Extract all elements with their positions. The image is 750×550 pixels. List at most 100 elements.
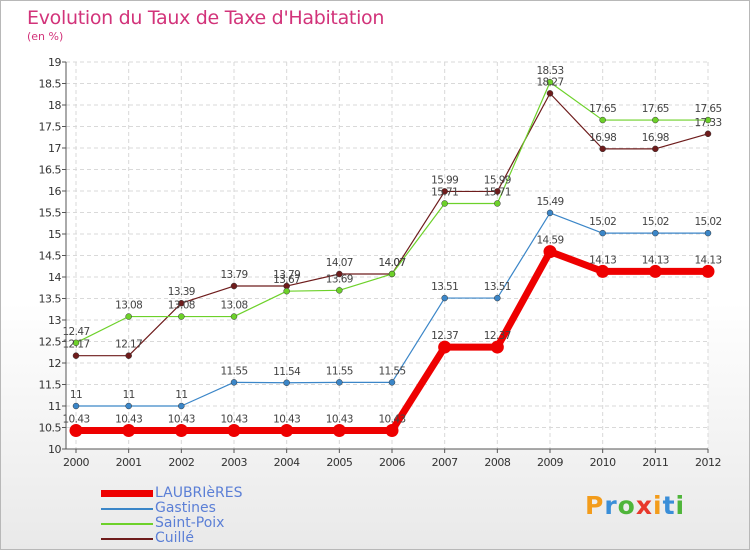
data-point: [596, 264, 610, 278]
data-point: [125, 352, 132, 359]
data-label: 10.43: [378, 414, 405, 426]
data-point: [230, 313, 238, 320]
data-label: 13.08: [220, 300, 247, 312]
data-point: [648, 264, 662, 278]
logo-letter: P: [585, 491, 605, 520]
data-point: [178, 402, 185, 410]
data-point: [72, 339, 80, 347]
data-label: 17.65: [642, 103, 669, 115]
data-point: [336, 379, 343, 386]
data-label: 11: [123, 389, 135, 401]
data-point: [704, 130, 712, 138]
x-tick-label: 2012: [695, 456, 721, 469]
data-label: 17.65: [589, 103, 616, 115]
data-label: 17.65: [694, 103, 721, 115]
data-label: 15.02: [694, 216, 721, 228]
data-point: [652, 229, 659, 237]
data-label: 10.43: [326, 414, 353, 426]
data-point: [332, 424, 346, 438]
data-label: 15.71: [431, 186, 458, 198]
data-point: [441, 200, 448, 207]
data-point: [69, 424, 83, 438]
x-tick-label: 2005: [326, 456, 352, 469]
data-label: 13.39: [168, 286, 195, 298]
data-label: 14.13: [642, 254, 669, 266]
y-tick-label: 13.5: [39, 293, 62, 306]
data-label: 13.51: [484, 281, 511, 293]
data-label: 12.47: [62, 326, 89, 338]
legend-label: Cuillé: [155, 530, 194, 546]
data-point: [546, 209, 554, 217]
data-point: [599, 116, 606, 124]
legend-item: Saint-Poix: [101, 516, 242, 531]
y-tick-label: 12: [48, 357, 61, 370]
data-label: 15.99: [484, 174, 511, 186]
data-label: 13.67: [273, 274, 300, 286]
data-label: 13.79: [220, 269, 247, 281]
legend-swatch: [101, 507, 153, 510]
data-point: [283, 379, 290, 387]
data-label: 10.43: [115, 414, 142, 426]
data-point: [543, 245, 557, 259]
y-tick-label: 14: [48, 271, 61, 284]
data-label: 18.53: [536, 65, 563, 77]
data-point: [125, 313, 132, 320]
data-label: 12.37: [431, 330, 458, 342]
data-point: [336, 270, 343, 278]
chart-title: Evolution du Taux de Taxe d'Habitation: [27, 7, 385, 29]
logo-letter: r: [604, 491, 618, 520]
unit-label: (en %): [27, 30, 64, 43]
x-tick-label: 2008: [484, 456, 510, 469]
legend: LAUBRIèRES Gastines Saint-Poix Cuillé: [101, 486, 242, 546]
data-point: [178, 313, 185, 320]
y-tick-label: 11.5: [39, 379, 62, 392]
y-tick-label: 18.5: [39, 78, 62, 91]
data-point: [494, 188, 501, 195]
data-label: 11: [175, 389, 187, 401]
data-point: [701, 264, 715, 278]
proxiti-logo: Proxiti: [585, 491, 685, 520]
data-point: [652, 145, 659, 153]
legend-label: Gastines: [155, 500, 216, 516]
data-label: 18.27: [536, 76, 563, 88]
data-label: 13.08: [115, 300, 142, 312]
data-label: 10.43: [62, 414, 89, 426]
legend-item: Cuillé: [101, 531, 242, 546]
logo-letter: x: [635, 491, 653, 520]
data-label: 12.17: [115, 339, 142, 351]
y-tick-label: 17.5: [39, 121, 62, 134]
data-label: 15.02: [589, 216, 616, 228]
data-point: [652, 116, 659, 124]
data-label: 14.59: [536, 235, 563, 247]
data-point: [494, 200, 501, 207]
data-label: 15.49: [536, 196, 563, 208]
data-point: [546, 78, 554, 86]
x-tick-label: 2011: [642, 456, 668, 469]
legend-swatch: [101, 490, 153, 497]
data-point: [283, 287, 290, 295]
data-point: [125, 402, 132, 410]
x-tick-label: 2010: [590, 456, 616, 469]
logo-letter: i: [675, 491, 686, 520]
x-tick-label: 2000: [63, 456, 89, 469]
y-tick-label: 18: [48, 99, 61, 112]
data-label: 13.51: [431, 281, 458, 293]
data-label: 14.07: [326, 257, 353, 269]
data-point: [230, 379, 238, 386]
x-tick-label: 2003: [221, 456, 247, 469]
data-label: 11: [70, 389, 82, 401]
data-point: [599, 145, 606, 153]
legend-swatch: [101, 522, 153, 525]
data-label: 12.17: [62, 339, 89, 351]
data-point: [178, 299, 185, 307]
data-point: [385, 424, 399, 438]
data-point: [174, 424, 188, 438]
x-tick-label: 2009: [537, 456, 563, 469]
y-tick-label: 15.5: [39, 207, 62, 220]
data-point: [122, 424, 136, 438]
data-label: 17.33: [694, 117, 721, 129]
y-tick-label: 10.5: [39, 422, 62, 435]
legend-item: Gastines: [101, 501, 242, 516]
data-label: 14.07: [378, 257, 405, 269]
